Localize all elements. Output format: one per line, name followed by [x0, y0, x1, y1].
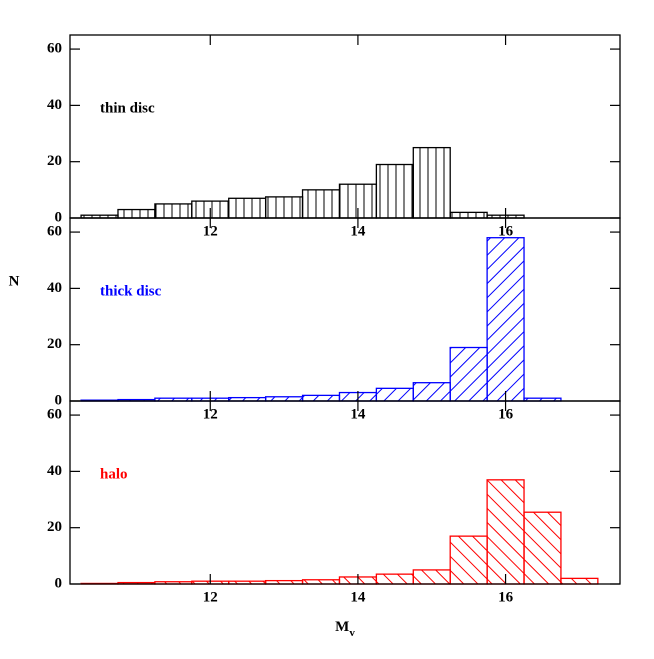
x-tick-label: 16 — [498, 223, 514, 239]
histogram-bar — [486, 479, 525, 585]
histogram-bar — [523, 511, 562, 585]
y-tick-label: 0 — [55, 209, 63, 225]
histogram-bar — [412, 146, 451, 219]
plot-frame — [69, 400, 621, 585]
y-tick-label: 0 — [55, 575, 63, 591]
x-tick-label: 12 — [203, 589, 218, 605]
x-axis-label-main: M — [335, 619, 349, 635]
histogram-bar — [412, 569, 451, 585]
x-axis-label-subscript: v — [349, 627, 355, 639]
histogram-bar — [301, 189, 341, 219]
y-tick-label: 60 — [47, 407, 62, 423]
panel-label: thin disc — [100, 100, 155, 116]
panel-label: halo — [100, 466, 128, 482]
histogram-bar — [264, 196, 304, 219]
x-tick-label: 14 — [350, 223, 366, 239]
histogram-bar — [449, 211, 488, 219]
histogram-bar — [375, 573, 414, 585]
panel-label: thick disc — [100, 283, 162, 299]
histogram-bar — [560, 577, 599, 585]
x-tick-label: 14 — [350, 589, 366, 605]
x-tick-label: 14 — [350, 406, 366, 422]
histogram-bar — [301, 394, 341, 402]
x-tick-label: 16 — [498, 406, 514, 422]
histogram-bar — [449, 535, 488, 585]
histogram-bar — [412, 382, 451, 402]
histogram-bar — [228, 197, 267, 219]
x-tick-label: 16 — [498, 589, 514, 605]
y-tick-label: 20 — [47, 519, 62, 535]
histogram-bar — [486, 237, 525, 402]
y-tick-label: 60 — [47, 41, 62, 57]
histogram-bar — [154, 203, 193, 219]
x-tick-label: 12 — [203, 406, 218, 422]
y-tick-label: 60 — [47, 224, 62, 240]
x-axis-label: Mv — [335, 619, 355, 638]
y-tick-label: 40 — [47, 280, 62, 296]
y-axis-label: N — [9, 273, 20, 289]
y-tick-label: 40 — [47, 463, 62, 479]
histogram-bar — [449, 346, 488, 402]
x-tick-label: 12 — [203, 223, 218, 239]
histogram-bar — [375, 387, 414, 402]
histogram-bar — [117, 208, 156, 219]
y-tick-label: 40 — [47, 97, 62, 113]
y-tick-label: 20 — [47, 336, 62, 352]
y-tick-label: 20 — [47, 153, 62, 169]
plot-frame — [69, 217, 621, 402]
histogram-bar — [375, 163, 414, 219]
y-tick-label: 0 — [55, 392, 63, 408]
